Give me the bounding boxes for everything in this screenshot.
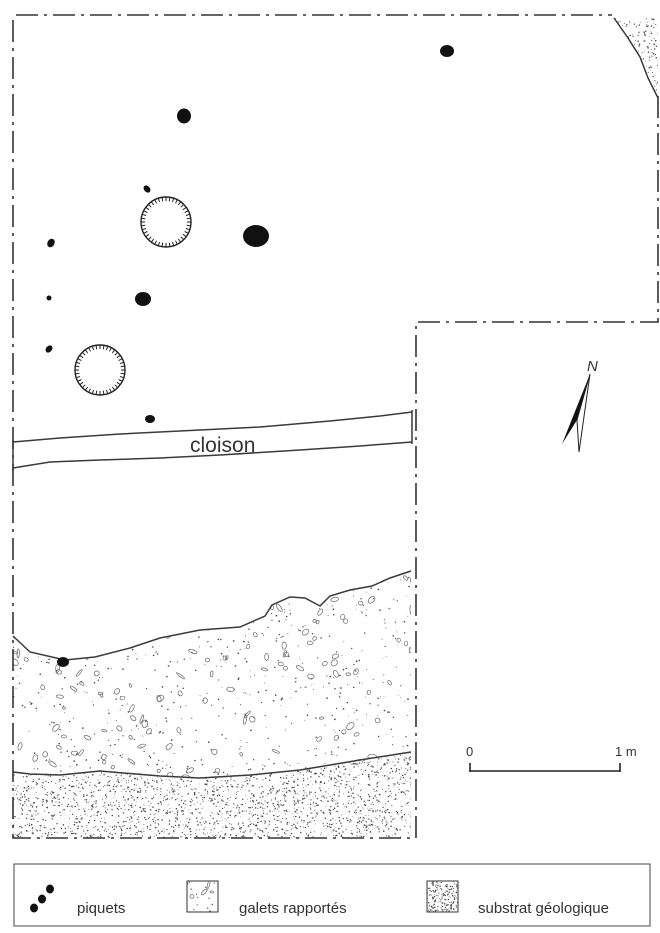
stake: [440, 45, 454, 57]
stake: [47, 238, 55, 248]
geological-substrate-area: [13, 752, 411, 838]
north-arrow: N: [562, 358, 598, 453]
stakes: [45, 45, 454, 667]
north-label: N: [587, 358, 598, 375]
partition-wall-label: cloison: [190, 434, 255, 457]
posthole-upper: [140, 196, 192, 248]
legend-frame: [13, 863, 651, 927]
stakes-symbol-icon: [30, 884, 54, 913]
posthole-lower: [74, 344, 126, 396]
scale-bar: 0 1 m: [466, 744, 637, 772]
excavation-boundary: [12, 14, 659, 839]
legend-item-stakes: piquets: [30, 884, 125, 917]
scale-end-label: 1 m: [615, 744, 637, 759]
stake: [177, 108, 191, 124]
pebble-layer-top-edge: [12, 570, 412, 661]
stipple-swatch-icon: [427, 881, 458, 912]
substrate-top-edge: [12, 751, 412, 779]
partition-wall-north-edge: [12, 411, 413, 443]
stake: [57, 657, 69, 667]
corner-substrate-edge: [613, 17, 659, 99]
legend-item-pebbles: galets rapportés: [186, 880, 347, 917]
stake: [243, 225, 269, 247]
legend-label-pebbles: galets rapportés: [239, 900, 347, 917]
legend-item-substrate: substrat géologique: [426, 880, 609, 917]
partition-wall-south-edge: [12, 441, 413, 469]
stake: [145, 415, 155, 423]
pebble-swatch-icon: [187, 881, 216, 912]
legend: piquets galets rapportés substrat géolog…: [13, 863, 651, 927]
stake: [135, 292, 151, 306]
stake: [46, 295, 52, 301]
legend-label-stakes: piquets: [77, 900, 125, 917]
scale-start-label: 0: [466, 744, 473, 759]
stake: [45, 345, 53, 353]
pebble-layer-area: [13, 571, 411, 778]
legend-label-substrate: substrat géologique: [478, 900, 609, 917]
stake: [143, 185, 151, 193]
